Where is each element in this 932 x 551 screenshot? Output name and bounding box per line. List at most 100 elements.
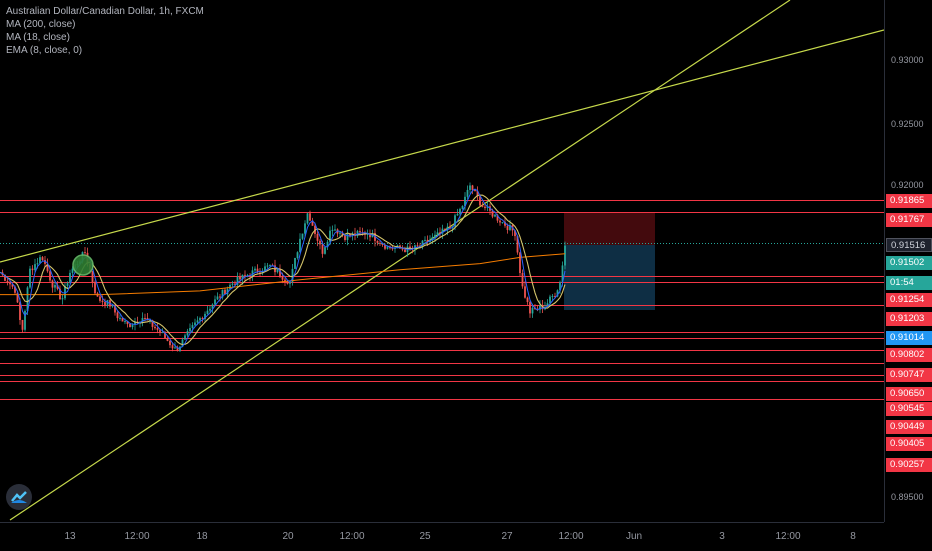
candle-body bbox=[289, 281, 291, 284]
chart-legend: Australian Dollar/Canadian Dollar, 1h, F… bbox=[6, 5, 204, 57]
legend-ma18[interactable]: MA (18, close) bbox=[6, 32, 70, 43]
candle-body bbox=[496, 214, 499, 221]
candle-body bbox=[131, 324, 134, 328]
price-tag: 0.91865 bbox=[886, 194, 932, 208]
candle-body bbox=[384, 244, 386, 249]
candle-body bbox=[434, 234, 436, 237]
candle-body bbox=[436, 232, 439, 235]
time-label: 20 bbox=[282, 531, 294, 542]
candle-body bbox=[404, 249, 406, 253]
ma18-line bbox=[0, 194, 566, 346]
candle-body bbox=[41, 257, 44, 261]
candle-body bbox=[181, 339, 184, 347]
candle-body bbox=[236, 276, 239, 285]
candle-body bbox=[281, 276, 284, 280]
candle-body bbox=[64, 285, 66, 299]
candle-body bbox=[339, 232, 341, 234]
candle-body bbox=[121, 317, 124, 322]
chart-area[interactable]: Australian Dollar/Canadian Dollar, 1h, F… bbox=[0, 0, 884, 522]
candle-body bbox=[379, 242, 381, 244]
trend-line-steep bbox=[9, 0, 791, 521]
trend-line-upper bbox=[0, 29, 884, 263]
candle-body bbox=[461, 206, 464, 209]
candle-body bbox=[114, 305, 116, 313]
candle-body bbox=[466, 189, 469, 197]
legend-ma200[interactable]: MA (200, close) bbox=[6, 19, 76, 30]
time-axis[interactable]: 13 12:00 18 20 12:00 25 27 12:00 Jun 3 1… bbox=[0, 522, 884, 551]
candle-body bbox=[59, 288, 61, 300]
stop-loss-zone bbox=[564, 213, 655, 245]
time-label: 3 bbox=[719, 531, 725, 542]
candle-body bbox=[441, 228, 444, 234]
candle-body bbox=[454, 215, 456, 227]
candle-body bbox=[66, 283, 69, 286]
candle-body bbox=[474, 190, 476, 192]
candle-body bbox=[394, 247, 396, 249]
price-axis[interactable]: 0.93000 0.92500 0.92000 0.89500 0.91865 0… bbox=[884, 0, 932, 522]
candle-body bbox=[264, 266, 266, 272]
candle-body bbox=[391, 248, 394, 250]
candle-body bbox=[291, 268, 294, 282]
candle-body bbox=[504, 222, 506, 226]
price-tag: 0.90257 bbox=[886, 458, 932, 472]
green-circle-marker bbox=[72, 254, 94, 276]
candle-body bbox=[254, 268, 256, 271]
price-label: 0.89500 bbox=[891, 492, 924, 502]
candle-body bbox=[239, 276, 241, 280]
candle-body bbox=[299, 238, 301, 253]
candle-body bbox=[229, 284, 231, 290]
candle-body bbox=[129, 324, 131, 328]
candle-body bbox=[304, 223, 306, 234]
candle-body bbox=[424, 239, 426, 241]
candle-body bbox=[144, 317, 146, 319]
candle-body bbox=[161, 332, 164, 334]
time-label: 25 bbox=[419, 531, 431, 542]
candle-body bbox=[326, 241, 329, 248]
candle-body bbox=[519, 252, 521, 274]
candle-body bbox=[449, 226, 451, 229]
candle-body bbox=[206, 310, 209, 314]
candle-body bbox=[499, 220, 501, 223]
candle-body bbox=[14, 286, 16, 293]
candle-body bbox=[11, 284, 14, 287]
candle-body bbox=[34, 264, 36, 271]
price-tag: 0.91767 bbox=[886, 213, 932, 227]
price-tag: 0.91254 bbox=[886, 293, 932, 307]
tradingview-logo-icon[interactable] bbox=[6, 484, 32, 510]
candle-body bbox=[479, 196, 481, 206]
candle-body bbox=[321, 244, 324, 254]
candle-body bbox=[9, 282, 11, 285]
candle-body bbox=[91, 271, 94, 283]
time-label: 8 bbox=[850, 531, 856, 542]
candle-body bbox=[4, 274, 6, 281]
candle-body bbox=[559, 282, 561, 291]
candle-body bbox=[276, 269, 279, 273]
legend-title[interactable]: Australian Dollar/Canadian Dollar, 1h, F… bbox=[6, 6, 204, 17]
candle-body bbox=[186, 331, 189, 336]
candle-body bbox=[104, 302, 106, 306]
price-chart[interactable] bbox=[0, 0, 884, 522]
price-label: 0.93000 bbox=[891, 55, 924, 65]
time-label: 12:00 bbox=[558, 531, 584, 542]
candle-body bbox=[216, 296, 219, 300]
candle-body bbox=[174, 347, 176, 349]
price-tag: 0.91203 bbox=[886, 312, 932, 326]
candle-body bbox=[369, 233, 371, 238]
legend-ema8[interactable]: EMA (8, close, 0) bbox=[6, 45, 83, 56]
candle-body bbox=[209, 308, 211, 311]
candle-body bbox=[456, 214, 459, 216]
candle-body bbox=[356, 231, 359, 236]
candle-body bbox=[36, 263, 39, 265]
candle-body bbox=[494, 214, 496, 217]
candle-body bbox=[84, 252, 86, 254]
candle-body bbox=[154, 326, 156, 329]
time-label: 12:00 bbox=[775, 531, 801, 542]
price-tag: 0.90545 bbox=[886, 402, 932, 416]
time-label: 12:00 bbox=[124, 531, 150, 542]
candle-body bbox=[366, 233, 369, 235]
candle-body bbox=[341, 232, 344, 236]
candle-body bbox=[531, 307, 534, 314]
price-tag: 01:54 bbox=[886, 276, 932, 290]
price-tag: 0.90449 bbox=[886, 420, 932, 434]
candle-body bbox=[459, 208, 461, 215]
